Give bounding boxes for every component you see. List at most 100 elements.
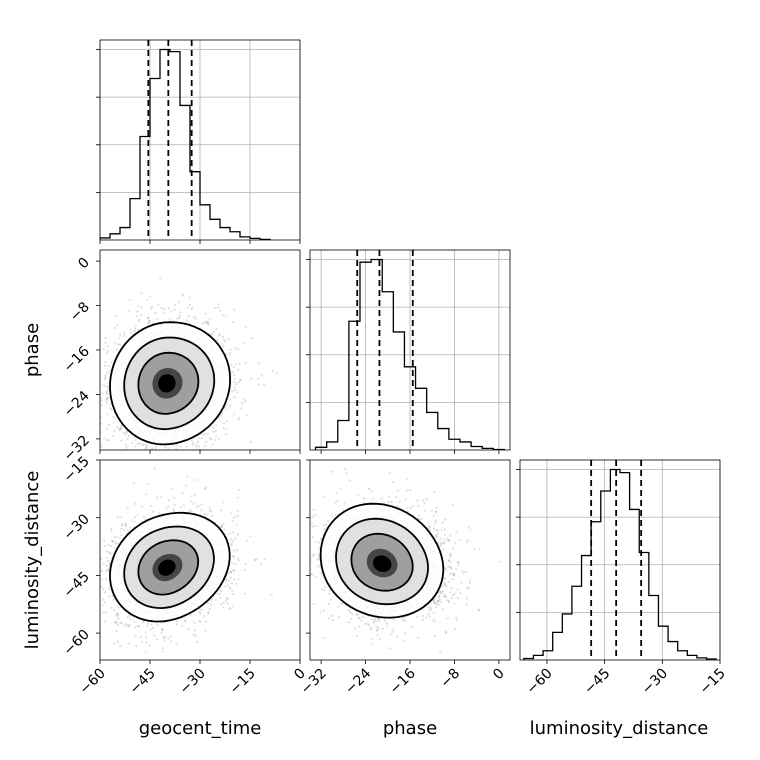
scatter-point: [104, 376, 107, 379]
scatter-point: [105, 392, 108, 395]
scatter-point: [175, 447, 178, 450]
scatter-point: [193, 493, 196, 497]
scatter-point: [176, 317, 179, 320]
scatter-point: [244, 400, 247, 403]
scatter-point: [208, 510, 211, 513]
scatter-point: [201, 609, 204, 612]
scatter-point: [157, 512, 161, 515]
scatter-point: [124, 443, 127, 446]
scatter-point: [130, 331, 133, 334]
scatter-point: [241, 401, 244, 404]
scatter-point: [210, 603, 213, 606]
scatter-point: [133, 327, 137, 330]
scatter-point: [234, 377, 237, 380]
scatter-point: [230, 571, 233, 574]
scatter-point: [101, 384, 104, 387]
scatter-point: [141, 444, 144, 447]
scatter-point: [185, 445, 188, 448]
scatter-point: [105, 577, 108, 581]
scatter-point: [237, 418, 240, 421]
scatter-point: [110, 552, 113, 555]
scatter-point: [276, 372, 279, 375]
scatter-point: [188, 509, 191, 512]
scatter-point: [113, 430, 116, 433]
scatter-point: [260, 374, 263, 377]
scatter-point: [155, 445, 158, 448]
scatter-point: [237, 496, 240, 499]
scatter-point: [270, 593, 273, 596]
scatter-point: [189, 500, 192, 503]
scatter-point: [154, 311, 157, 314]
density-peak: [158, 374, 176, 393]
scatter-point: [165, 507, 168, 510]
scatter-point: [204, 320, 207, 324]
scatter-point: [202, 615, 206, 618]
scatter-point: [217, 303, 220, 306]
scatter-point: [132, 482, 135, 485]
scatter-point: [225, 403, 228, 406]
scatter-point: [229, 587, 232, 590]
scatter-point: [131, 441, 134, 444]
scatter-point: [167, 307, 170, 310]
scatter-point: [186, 475, 189, 478]
scatter-point: [118, 428, 121, 431]
scatter-point: [105, 611, 108, 614]
scatter-point: [115, 620, 118, 624]
scatter-point: [198, 620, 201, 623]
scatter-point: [119, 621, 122, 624]
scatter-point: [110, 529, 113, 532]
scatter-point: [235, 582, 238, 586]
scatter-point: [238, 488, 241, 491]
scatter-point: [113, 535, 116, 538]
scatter-point: [137, 625, 141, 628]
scatter-point: [232, 592, 235, 596]
scatter-point: [104, 374, 107, 377]
scatter-point: [118, 428, 121, 431]
scatter-point: [181, 492, 184, 495]
scatter-point: [110, 527, 113, 530]
scatter-point: [120, 427, 123, 430]
scatter-point: [107, 364, 110, 368]
contour-line: [137, 351, 200, 415]
scatter-point: [191, 441, 195, 444]
scatter-point: [108, 565, 111, 568]
scatter-point: [173, 303, 176, 306]
scatter-point: [173, 308, 176, 311]
scatter-point: [103, 545, 106, 548]
scatter-point: [123, 334, 126, 337]
scatter-point: [203, 321, 206, 324]
scatter-point: [163, 639, 166, 642]
scatter-point: [210, 598, 213, 601]
scatter-point: [114, 547, 117, 550]
scatter-point: [124, 522, 127, 525]
scatter-point: [144, 447, 148, 450]
scatter-point: [196, 478, 199, 482]
scatter-point: [140, 505, 143, 508]
scatter-point: [208, 506, 211, 509]
scatter-point: [124, 433, 127, 436]
scatter-point: [193, 629, 197, 632]
scatter-point: [100, 569, 103, 572]
scatter-point: [159, 277, 162, 280]
histogram-geocent_time: [96, 39, 301, 244]
scatter-point: [142, 620, 145, 623]
scatter-point: [100, 578, 103, 581]
scatter-point: [178, 301, 181, 304]
scatter-point: [183, 619, 186, 622]
scatter-point: [243, 398, 246, 401]
scatter-point: [107, 570, 110, 573]
scatter-point: [225, 427, 228, 431]
scatter-point: [226, 602, 229, 606]
scatter-point: [206, 512, 209, 515]
scatter-point: [200, 437, 203, 440]
scatter-point: [190, 307, 193, 311]
scatter-point: [237, 368, 240, 371]
scatter-point: [192, 444, 195, 447]
scatter-point: [220, 603, 223, 606]
scatter-point: [124, 524, 127, 527]
scatter-point: [123, 528, 126, 531]
scatter-point: [181, 293, 184, 296]
scatter-point: [140, 314, 143, 317]
scatter-point: [250, 377, 253, 380]
scatter-point: [145, 444, 148, 447]
